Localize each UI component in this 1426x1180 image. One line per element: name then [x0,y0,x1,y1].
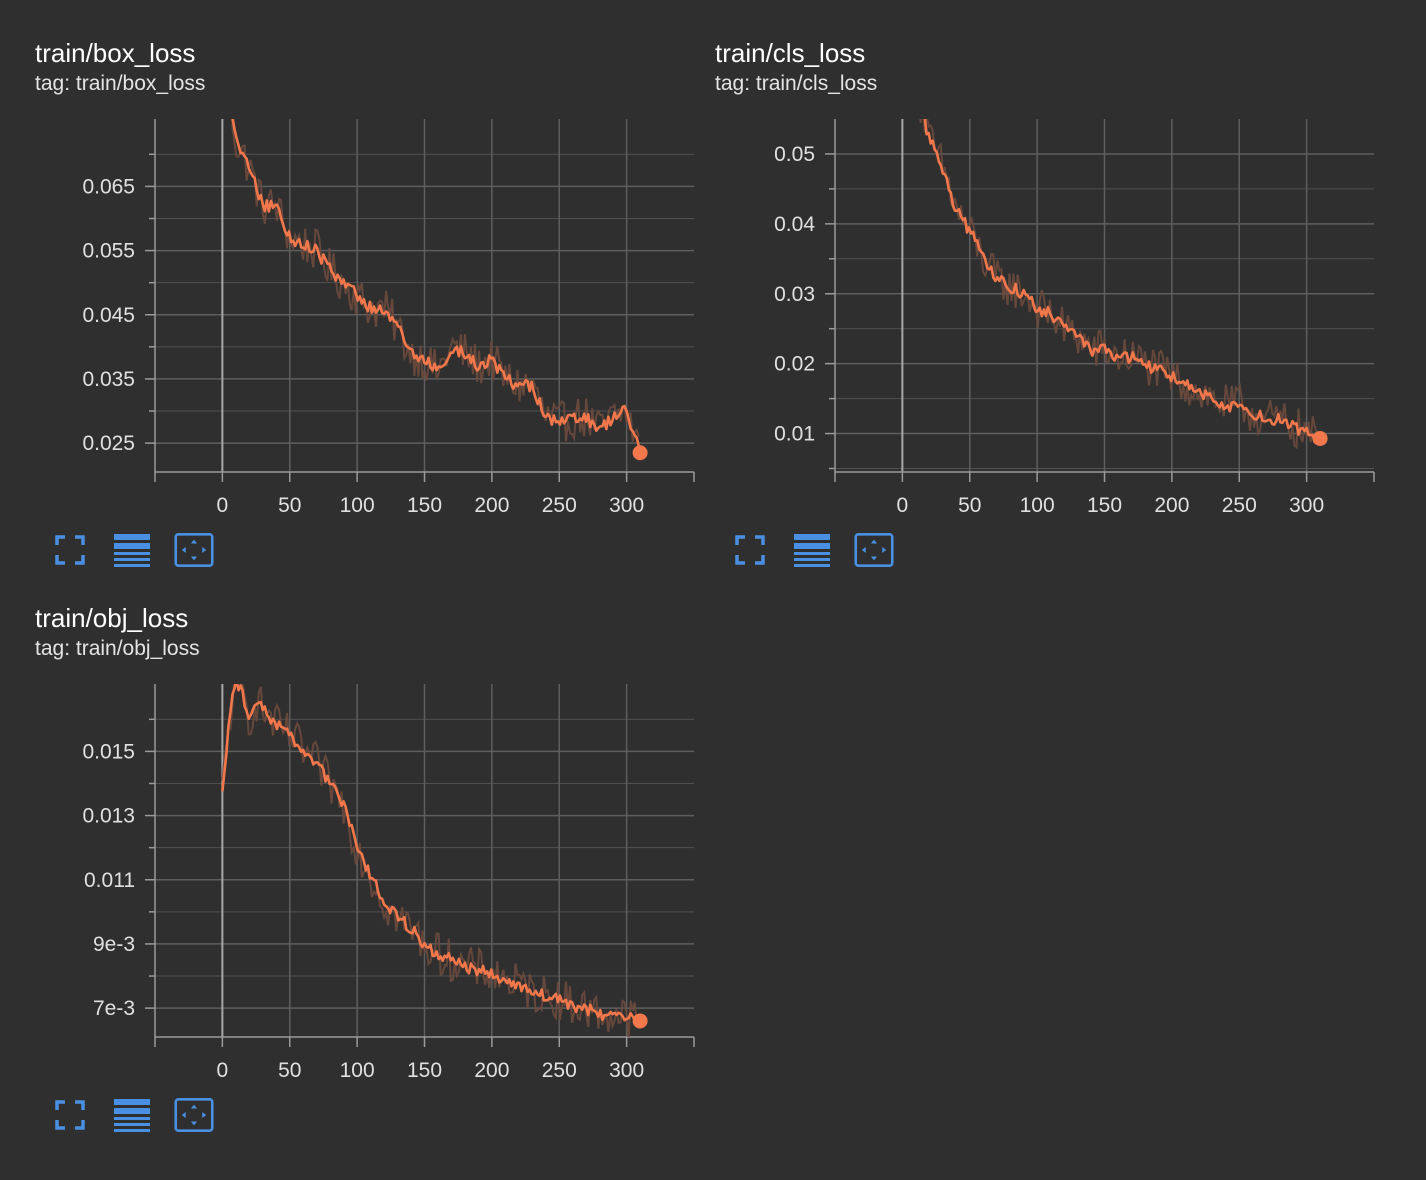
chart-card-box-loss: train/box_loss tag: train/box_loss 0.025… [0,0,695,567]
data-table-button[interactable] [792,530,832,570]
x-tick-label: 150 [1087,494,1122,517]
data-table-button[interactable] [112,530,152,570]
chart-toolbar [730,530,916,570]
fullscreen-icon [735,535,765,565]
x-tick-label: 250 [542,494,577,517]
x-tick-label: 300 [609,1059,644,1082]
x-tick-label: 100 [340,1059,375,1082]
chart-tag: tag: train/cls_loss [715,72,878,95]
x-tick-label: 0 [217,1059,229,1082]
y-tick-label: 0.035 [82,368,135,391]
data-table-button[interactable] [112,1095,152,1135]
chart-card-obj-loss: train/obj_loss tag: train/obj_loss 7e-3 9… [0,565,695,1132]
x-tick-label: 250 [542,1059,577,1082]
x-tick-label: 150 [407,494,442,517]
raw-series-line [231,119,640,443]
raw-series-line [221,684,640,1037]
y-tick-label: 0.04 [774,213,815,236]
fullscreen-button[interactable] [50,530,90,570]
fit-domain-button[interactable] [854,530,894,570]
chart-toolbar [50,1095,236,1135]
fit-domain-button[interactable] [174,1095,214,1135]
y-tick-label: 0.065 [82,175,135,198]
x-tick-label: 200 [1154,494,1189,517]
chart-plot[interactable]: 0.025 0.035 0.045 0.055 0.065 0 50 100 150 200 250… [0,0,700,520]
y-tick-label: 0.015 [82,740,135,763]
chart-title: train/cls_loss [715,38,866,68]
chart-card-cls-loss: train/cls_loss tag: train/cls_loss 0.01 0… [680,0,1375,567]
fullscreen-icon [55,1100,85,1130]
data-table-icon [114,534,150,567]
fullscreen-button[interactable] [730,530,770,570]
fullscreen-button[interactable] [50,1095,90,1135]
fit-domain-icon [174,1098,214,1132]
fit-domain-icon [854,533,894,567]
series-line [231,119,641,447]
y-tick-label: 0.01 [774,423,815,446]
x-tick-label: 300 [609,494,644,517]
y-tick-label: 0.02 [774,353,815,376]
chart-tag: tag: train/obj_loss [35,637,200,660]
y-tick-label: 0.05 [774,143,815,166]
y-tick-label: 0.011 [84,869,135,892]
x-tick-label: 0 [897,494,909,517]
last-value-marker [632,445,648,461]
x-tick-label: 100 [340,494,375,517]
last-value-marker [1312,430,1328,446]
fit-domain-button[interactable] [174,530,214,570]
x-tick-label: 50 [278,494,301,517]
y-tick-label: 7e-3 [93,997,135,1020]
last-value-marker [632,1013,648,1029]
chart-plot[interactable]: 0.01 0.02 0.03 0.04 0.05 0 50 100 150 200 250 300 [680,0,1380,520]
chart-title: train/box_loss [35,38,196,68]
chart-tag: tag: train/box_loss [35,72,206,95]
x-tick-label: 150 [407,1059,442,1082]
data-table-icon [794,534,830,567]
x-tick-label: 300 [1289,494,1324,517]
x-tick-label: 250 [1222,494,1257,517]
y-tick-label: 0.03 [774,283,815,306]
series-line [221,684,641,1022]
x-tick-label: 100 [1020,494,1055,517]
y-tick-label: 0.055 [82,240,135,263]
x-tick-label: 200 [474,494,509,517]
chart-plot[interactable]: 7e-3 9e-3 0.011 0.013 0.015 0 50 100 150 200 250 30… [0,565,700,1085]
x-tick-label: 0 [217,494,229,517]
data-table-icon [114,1099,150,1132]
y-tick-label: 0.025 [82,432,135,455]
chart-title: train/obj_loss [35,603,189,633]
series-line [923,119,1320,444]
y-tick-label: 9e-3 [93,933,135,956]
y-tick-label: 0.013 [82,805,135,828]
x-tick-label: 50 [958,494,981,517]
x-tick-label: 200 [474,1059,509,1082]
fit-domain-icon [174,533,214,567]
x-tick-label: 50 [278,1059,301,1082]
y-tick-label: 0.045 [82,304,135,327]
chart-toolbar [50,530,236,570]
fullscreen-icon [55,535,85,565]
